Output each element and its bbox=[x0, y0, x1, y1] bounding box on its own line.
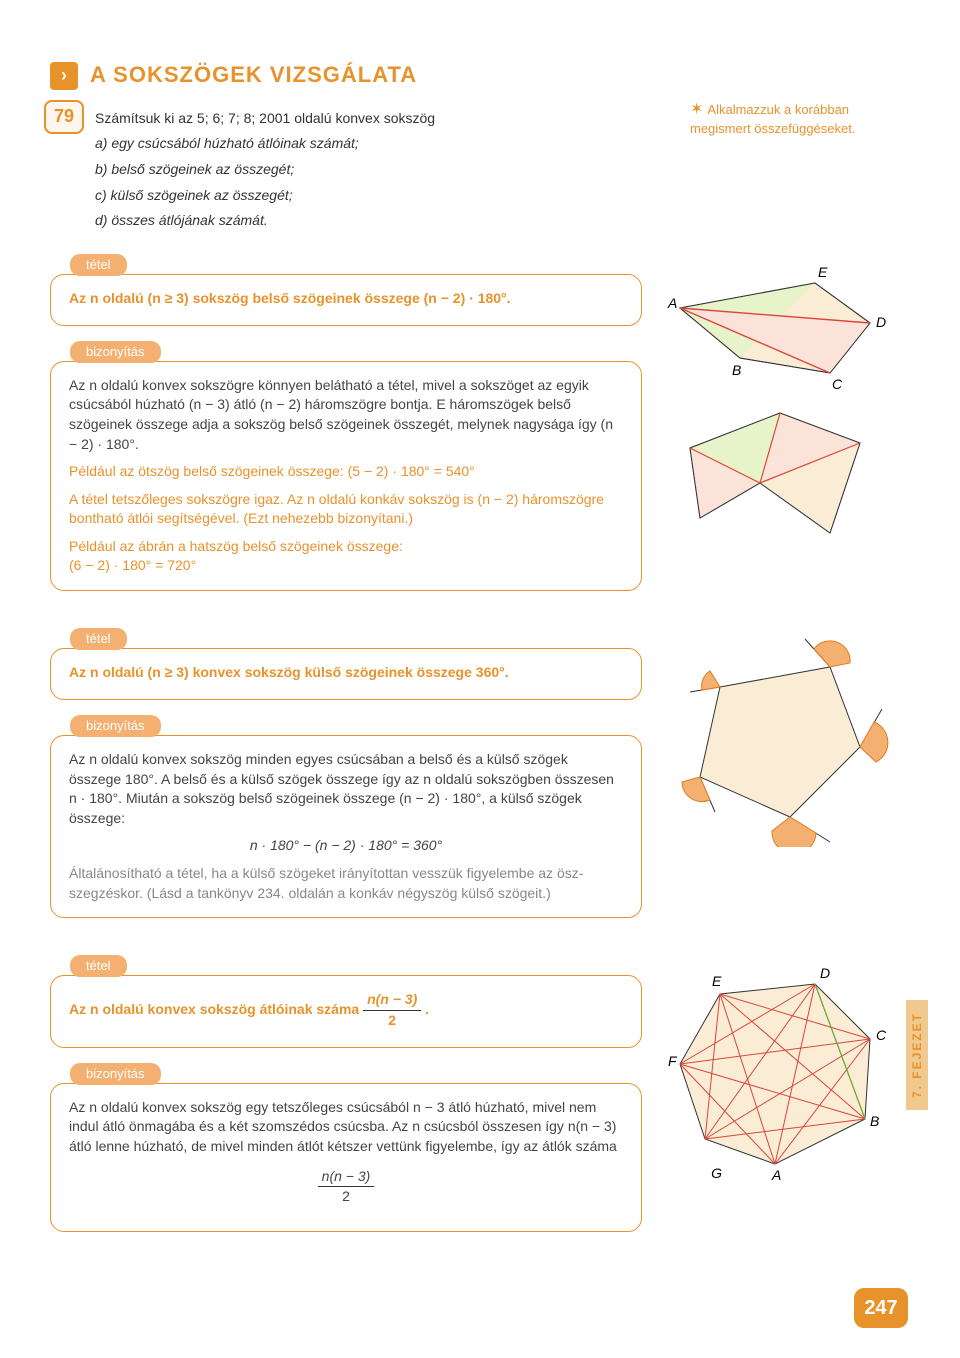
proof1-p1: Az n oldalú konvex sokszögre könnyen bel… bbox=[69, 376, 623, 454]
page-number: 247 bbox=[854, 1288, 908, 1328]
chapter-side-tab: 7. FEJEZET bbox=[906, 1000, 928, 1110]
svg-text:D: D bbox=[820, 965, 830, 981]
star-icon: ✶ bbox=[690, 101, 703, 118]
proof2-eq: n · 180° − (n − 2) · 180° = 360° bbox=[69, 836, 623, 856]
svg-text:D: D bbox=[876, 314, 886, 330]
svg-text:F: F bbox=[668, 1053, 678, 1069]
theorem3-box: Az n oldalú konvex sokszög átlóinak szám… bbox=[50, 975, 642, 1047]
proof1-p4: Például az ábrán a hatszög belső szögein… bbox=[69, 537, 623, 557]
proof2-box: Az n oldalú konvex sokszög minden egyes … bbox=[50, 735, 642, 918]
proof2-p2: Általánosítható a tétel, ha a külső szög… bbox=[69, 864, 623, 903]
theorem1-box: Az n oldalú (n ≥ 3) sokszög belső szögei… bbox=[50, 274, 642, 326]
svg-text:G: G bbox=[711, 1165, 722, 1181]
tetel-tag-3: tétel bbox=[70, 955, 127, 977]
side-note: ✶Alkalmazzuk a korábban megismert összef… bbox=[690, 100, 890, 138]
proof1-p2: Például az ötszög belső szögeinek összeg… bbox=[69, 462, 623, 482]
svg-text:C: C bbox=[876, 1027, 887, 1043]
proof1-p5: (6 − 2) · 180° = 720° bbox=[69, 556, 623, 576]
theorem2-text: Az n oldalú (n ≥ 3) konvex sokszög külső… bbox=[69, 663, 623, 683]
intro-a: a) egy csúcsából húzható átlóinak számát… bbox=[95, 134, 630, 154]
intro-c: c) külső szögeinek az összegét; bbox=[95, 186, 630, 206]
intro-d: d) összes átlójának számát. bbox=[95, 211, 630, 231]
proof3-p1: Az n oldalú konvex sokszög egy tetszőleg… bbox=[69, 1098, 623, 1157]
proof2-p1: Az n oldalú konvex sokszög minden egyes … bbox=[69, 750, 623, 828]
tetel-tag-2: tétel bbox=[70, 628, 127, 650]
bizonyitas-tag-3: bizonyítás bbox=[70, 1063, 161, 1085]
svg-text:A: A bbox=[771, 1167, 781, 1183]
sidenote-text: Alkalmazzuk a korábban megismert összefü… bbox=[690, 102, 855, 136]
bizonyitas-tag-2: bizonyítás bbox=[70, 715, 161, 737]
chapter-chevron: › bbox=[50, 62, 78, 90]
figure-pentagon-hexagon: A B C D E bbox=[660, 253, 890, 553]
intro-lead: Számítsuk ki az 5; 6; 7; 8; 2001 oldalú … bbox=[95, 109, 630, 129]
proof1-p3: A tétel tetszőleges sokszögre igaz. Az n… bbox=[69, 490, 623, 529]
page-title: A SOKSZÖGEK VIZSGÁLATA bbox=[90, 60, 890, 91]
figure-exterior-angles bbox=[660, 627, 890, 847]
svg-text:A: A bbox=[667, 295, 677, 311]
theorem3-text: Az n oldalú konvex sokszög átlóinak szám… bbox=[69, 990, 623, 1030]
svg-text:C: C bbox=[832, 376, 843, 392]
svg-text:E: E bbox=[712, 973, 722, 989]
bizonyitas-tag: bizonyítás bbox=[70, 341, 161, 363]
proof3-box: Az n oldalú konvex sokszög egy tetszőleg… bbox=[50, 1083, 642, 1232]
svg-text:B: B bbox=[732, 362, 741, 378]
proof3-formula: n(n − 3)2 bbox=[69, 1167, 623, 1207]
intro-b: b) belső szögeinek az összegét; bbox=[95, 160, 630, 180]
theorem1-text: Az n oldalú (n ≥ 3) sokszög belső szögei… bbox=[69, 289, 623, 309]
svg-text:E: E bbox=[818, 264, 828, 280]
svg-text:B: B bbox=[870, 1113, 879, 1129]
tetel-tag: tétel bbox=[70, 254, 127, 276]
exercise-number: 79 bbox=[44, 100, 84, 134]
figure-heptagon-diagonals: A G F E D C B bbox=[660, 954, 890, 1189]
theorem2-box: Az n oldalú (n ≥ 3) konvex sokszög külső… bbox=[50, 648, 642, 700]
proof1-box: Az n oldalú konvex sokszögre könnyen bel… bbox=[50, 361, 642, 591]
